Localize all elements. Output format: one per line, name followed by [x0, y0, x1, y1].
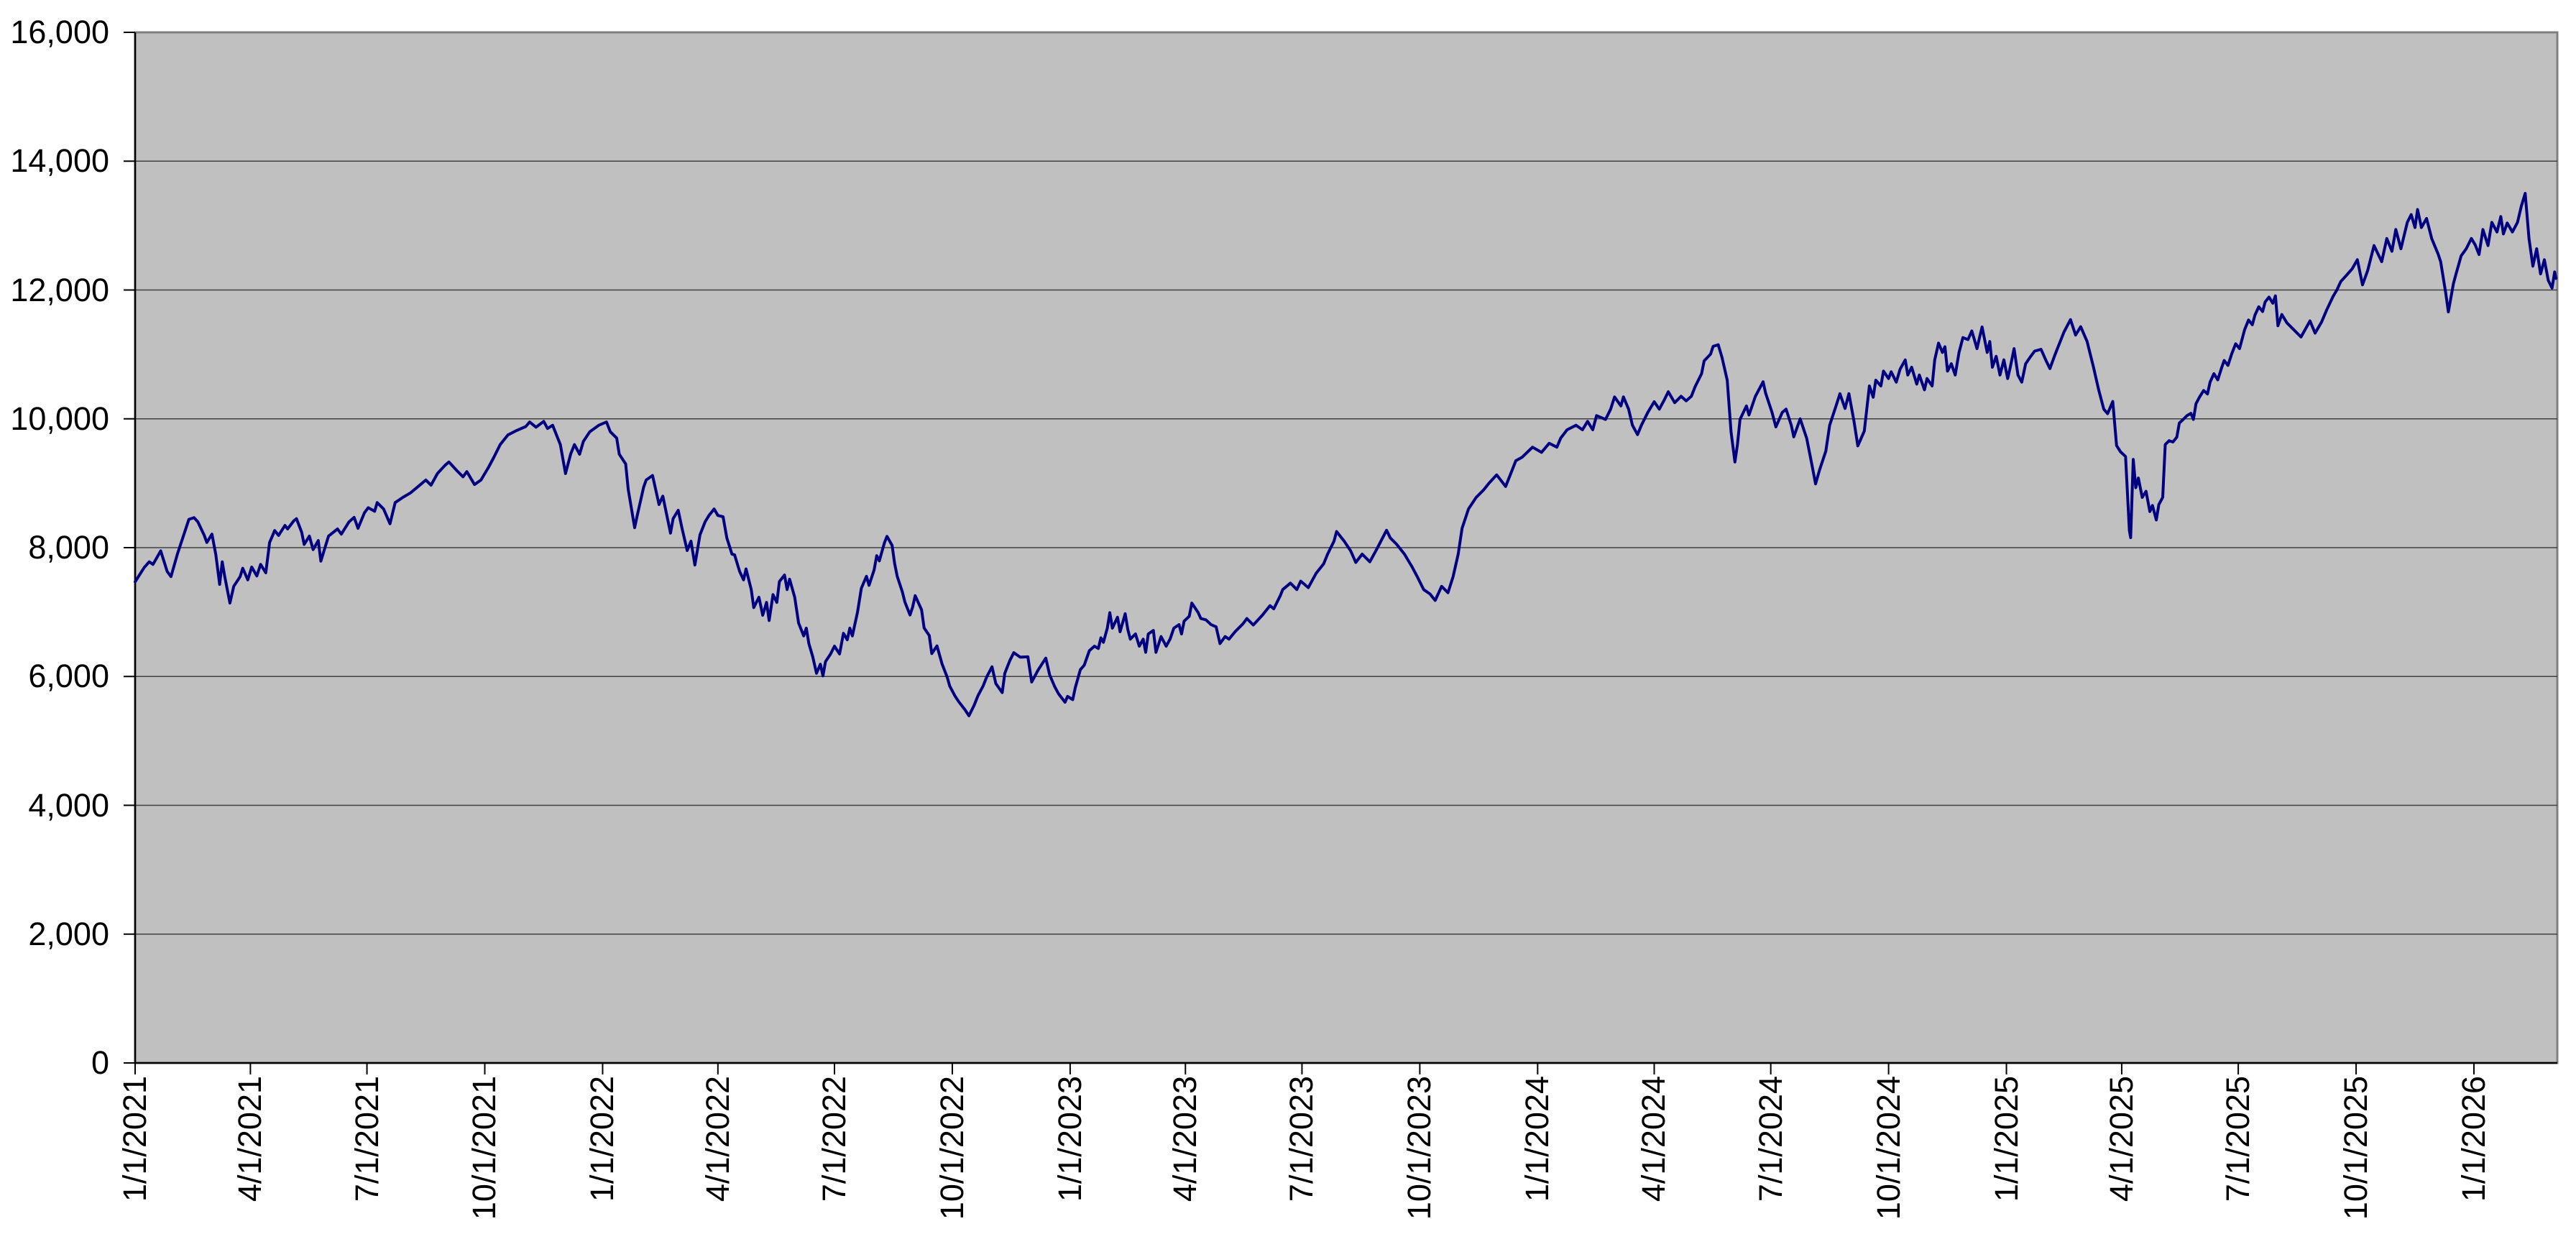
x-axis-label: 4/1/2024: [1635, 1076, 1673, 1202]
x-axis-label: 7/1/2021: [348, 1076, 385, 1202]
x-axis-label: 1/1/2026: [2455, 1076, 2492, 1202]
y-axis-label: 2,000: [28, 915, 109, 952]
x-axis-label: 10/1/2024: [1869, 1076, 1907, 1220]
x-axis-label: 7/1/2022: [815, 1076, 852, 1202]
y-axis-label: 14,000: [10, 142, 109, 180]
y-axis-label: 6,000: [28, 658, 109, 695]
y-axis-label: 16,000: [10, 14, 109, 50]
x-axis-label: 10/1/2025: [2337, 1076, 2375, 1220]
y-axis-label: 8,000: [28, 529, 109, 566]
x-axis-label: 4/1/2021: [231, 1076, 269, 1202]
y-axis-label: 12,000: [10, 271, 109, 308]
data-series-line: [134, 192, 2558, 717]
x-axis-label: 1/1/2021: [116, 1076, 153, 1202]
x-axis-label: 1/1/2024: [1519, 1076, 1556, 1202]
y-axis-label: 10,000: [10, 400, 109, 437]
x-axis-label: 7/1/2024: [1752, 1076, 1789, 1202]
y-axis-label: 0: [91, 1044, 109, 1081]
y-axis-label: 4,000: [28, 786, 109, 824]
x-axis-label: 7/1/2025: [2220, 1076, 2257, 1202]
x-axis-label: 10/1/2023: [1401, 1076, 1438, 1220]
x-axis-label: 10/1/2022: [933, 1076, 970, 1220]
x-axis-label: 1/1/2023: [1051, 1076, 1088, 1202]
x-axis-label: 4/1/2025: [2102, 1076, 2140, 1202]
x-axis-label: 7/1/2023: [1283, 1076, 1320, 1202]
x-axis-label: 1/1/2025: [1987, 1076, 2025, 1202]
x-axis-label: 4/1/2022: [699, 1076, 736, 1202]
x-axis-label: 10/1/2021: [466, 1076, 503, 1220]
x-axis-label: 4/1/2023: [1167, 1076, 1204, 1202]
x-axis-label: 1/1/2022: [584, 1076, 621, 1202]
